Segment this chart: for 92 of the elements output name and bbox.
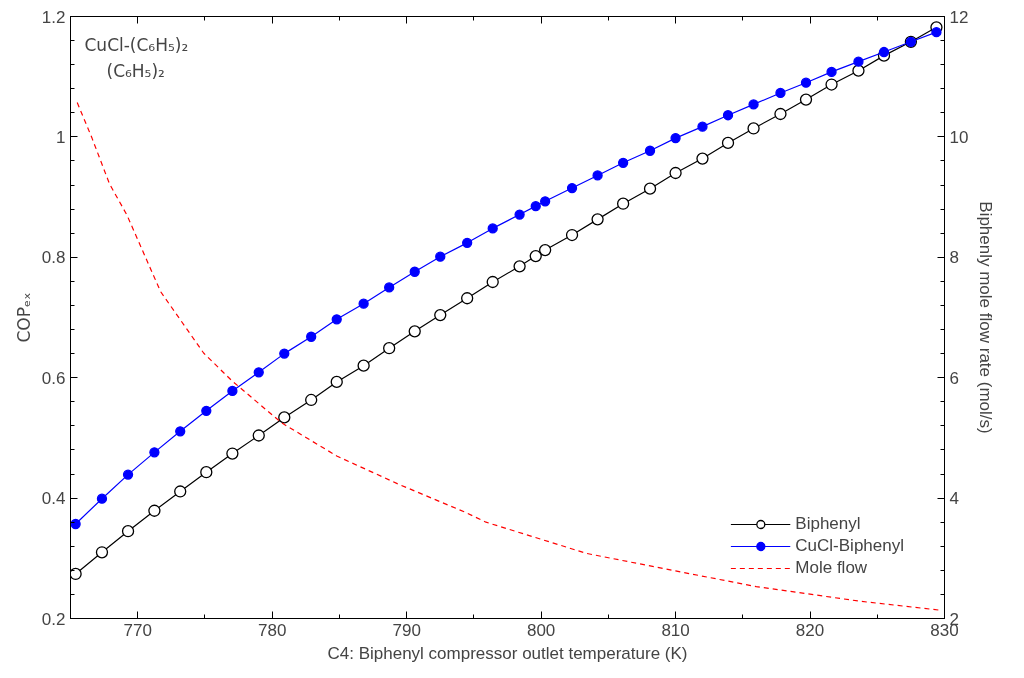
point [774,107,787,121]
point [644,145,656,156]
x-tick-label: 770 [123,620,152,640]
point [721,136,735,150]
y-tick-label: 0.8 [41,248,66,268]
point [514,209,525,220]
y-tick-label: 0.6 [41,368,66,388]
point [278,411,291,424]
point [878,46,890,58]
x-tick-label: 820 [795,620,825,640]
point [513,260,526,273]
point [200,466,213,479]
annotation: (C₆H₅)₂ [106,60,165,81]
point [616,197,630,210]
annotation: CuCl-(C₆H₅)₂ [84,34,189,55]
point [148,504,161,517]
y2-axis-title: Biphenly mole flow rate (mol/s) [976,201,996,434]
point [121,525,135,538]
point [799,93,813,106]
point [853,56,864,67]
point [149,447,160,458]
y-tick-label: 1 [56,127,66,147]
point [409,266,420,277]
point [462,237,473,248]
point [747,122,760,135]
point [826,66,837,78]
point [122,469,134,480]
point [227,385,238,397]
point [540,196,551,207]
point [461,292,474,305]
point [305,393,318,407]
x-tick-label: 810 [661,620,690,640]
point [306,331,317,342]
point [384,282,395,293]
y-tick-label: 0.4 [41,489,66,509]
y-tick-label: 1.2 [41,7,66,27]
point [565,228,579,242]
point [175,426,186,437]
point [643,182,657,195]
point [358,298,369,309]
point [487,223,498,234]
point [748,99,759,110]
point [96,493,108,504]
point [852,64,865,77]
x-tick-label: 780 [258,620,287,640]
x-tick-label: 800 [526,620,556,640]
point [357,359,370,372]
y2-tick-label: 6 [949,368,959,388]
point [722,110,734,121]
point [529,249,542,263]
point [435,251,446,262]
point [592,170,603,181]
point [331,314,342,325]
point [539,243,552,257]
y2-tick-label: 10 [949,127,969,147]
y2-tick-label: 4 [949,489,959,509]
point [669,166,682,180]
point [408,325,421,338]
point [825,78,838,91]
point [174,485,187,498]
point [530,200,541,212]
point [70,567,82,581]
point [775,87,786,99]
point [70,518,81,530]
point [252,429,265,442]
point [486,275,499,289]
y2-tick-label: 12 [949,7,969,27]
line-series [76,101,940,611]
point [383,342,396,355]
x-tick-label: 790 [392,620,421,640]
x-axis-title: C4: Biphenyl compressor outlet temperature (K) [327,643,688,663]
point [566,182,578,194]
point [697,121,708,132]
point [279,348,290,359]
point [670,132,681,144]
point [253,367,264,378]
point [95,546,109,559]
point [434,308,447,322]
point [201,405,212,416]
point [226,447,239,460]
point [617,157,629,168]
legend-label: CuCl-Biphenyl [795,536,904,556]
point [591,213,604,226]
y-tick-label: 0.2 [41,609,66,629]
legend-label: Mole flow [795,558,868,578]
y2-tick-label: 8 [949,248,959,268]
y-axis-title: COPₑₓ [13,292,34,343]
point [800,77,812,88]
legend-label: Biphenyl [795,514,861,534]
point [696,152,709,165]
point [330,375,343,389]
point [931,27,942,38]
